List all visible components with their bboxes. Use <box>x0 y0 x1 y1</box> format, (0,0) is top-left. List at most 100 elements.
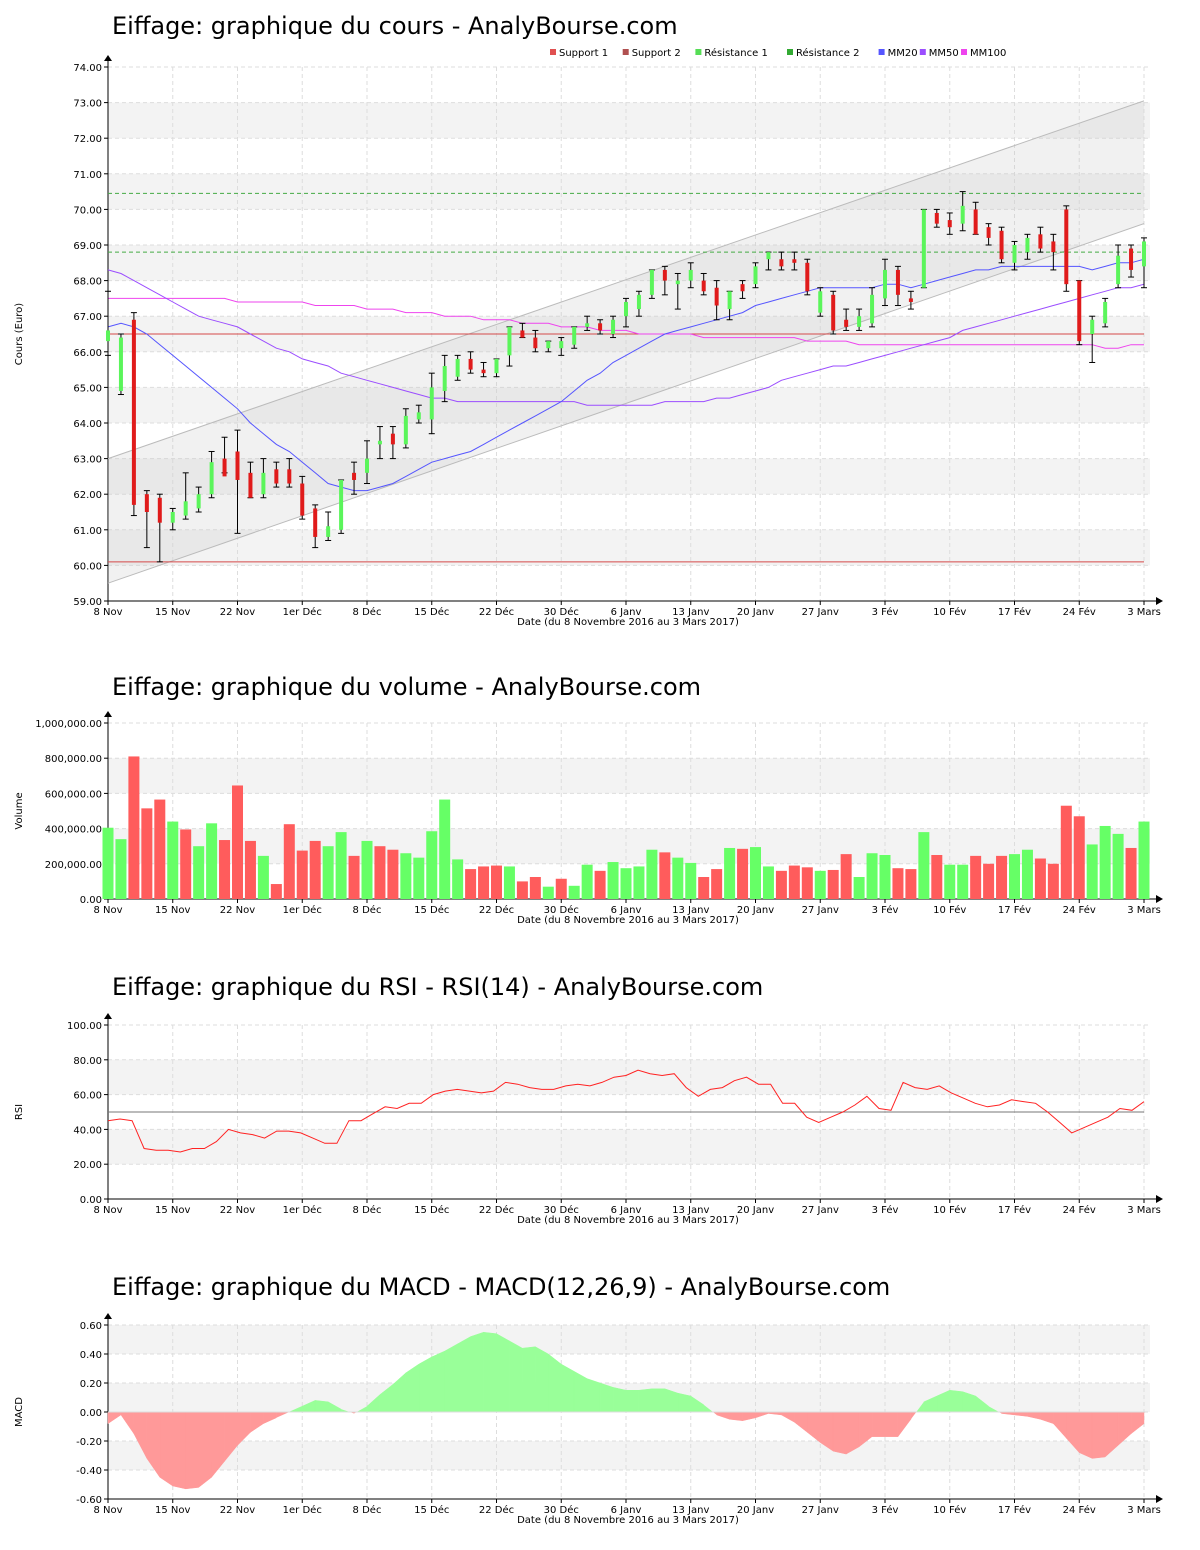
volume-bar <box>892 868 904 899</box>
x-tick-label: 30 Déc <box>544 606 579 618</box>
volume-bar <box>400 853 412 899</box>
y-tick-label: 0.20 <box>80 1379 102 1390</box>
macd-area-segment <box>509 1340 523 1413</box>
candle-body <box>934 212 939 224</box>
macd-area-segment <box>1091 1411 1106 1459</box>
macd-area-segment <box>172 1411 186 1490</box>
y-tick-label: -0.20 <box>76 1437 102 1448</box>
candle-body <box>507 326 512 356</box>
candle-body <box>106 330 110 342</box>
y-tick-label: 64.00 <box>73 419 102 430</box>
y-axis-arrow <box>104 711 112 717</box>
price-chart: 59.00 60.00 61.00 62.00 63.00 64.00 65.00 66.00… <box>14 47 1163 628</box>
legend-label: MM50 <box>929 48 959 59</box>
volume-bar <box>983 863 995 899</box>
x-tick-label: 17 Fév <box>998 1204 1031 1216</box>
candle-body <box>1012 245 1017 263</box>
legend-label: Support 2 <box>632 48 681 59</box>
y-tick-label: 72.00 <box>73 134 102 145</box>
volume-bar <box>232 785 243 899</box>
volume-bar <box>1125 847 1137 899</box>
legend-marker <box>622 49 629 55</box>
macd-area-segment <box>716 1411 730 1420</box>
macd-area-segment <box>356 1406 367 1412</box>
macd-area-segment <box>392 1372 407 1413</box>
volume-bar <box>1034 858 1046 899</box>
candle-body <box>235 451 240 480</box>
x-tick-label: 22 Déc <box>479 904 514 916</box>
y-tick-label: 1,000,000.00 <box>35 719 102 730</box>
candle-body <box>442 366 447 391</box>
grid-band <box>108 1325 1150 1354</box>
candle-body <box>416 412 421 420</box>
candle-body <box>157 497 162 523</box>
volume-bar <box>491 865 502 899</box>
macd-area-segment <box>263 1411 277 1424</box>
volume-bar <box>711 869 723 899</box>
volume-bar <box>970 855 982 899</box>
macd-chart: -0.60 -0.40 -0.20 0.00 0.20 0.40 0.60 8 Nov 15 N… <box>14 1313 1163 1526</box>
x-tick-label: 15 Déc <box>414 606 449 618</box>
candle-body <box>170 512 175 523</box>
y-tick-label: 62.00 <box>73 490 102 501</box>
candle-body <box>287 469 292 484</box>
grid-band <box>108 245 1150 281</box>
volume-bar <box>737 848 749 899</box>
candle-body <box>831 294 836 331</box>
x-tick-label: 3 Mars <box>1127 607 1161 618</box>
y-tick-label: 59.00 <box>73 597 102 608</box>
volume-bar <box>750 847 761 899</box>
candle-body <box>222 458 227 477</box>
macd-area-segment <box>845 1411 860 1455</box>
candle-body <box>1129 248 1134 270</box>
y-tick-label: 63.00 <box>73 455 102 466</box>
y-tick-label: 0.40 <box>80 1350 102 1361</box>
macd-area-segment <box>107 1411 122 1425</box>
volume-bar <box>957 864 969 899</box>
macd-area-segment <box>120 1411 135 1435</box>
volume-bar <box>620 868 632 899</box>
volume-bar <box>672 857 684 899</box>
volume-bar <box>270 884 282 899</box>
y-tick-label: 100.00 <box>67 1021 102 1032</box>
macd-area-segment <box>794 1411 808 1433</box>
macd-area-segment <box>664 1388 679 1413</box>
volume-bar <box>335 832 347 899</box>
macd-area-segment <box>638 1388 653 1413</box>
candle-body <box>999 230 1004 260</box>
x-tick-label: 22 Nov <box>220 607 256 618</box>
candle-body <box>248 472 253 498</box>
x-tick-label: 22 Nov <box>220 1505 256 1516</box>
x-tick-label: 10 Fév <box>933 1204 966 1216</box>
x-tick-label: 15 Déc <box>414 1504 449 1516</box>
y-tick-label: 400,000.00 <box>45 825 102 836</box>
volume-bar <box>918 832 930 899</box>
candle-body <box>779 259 784 267</box>
candle-body <box>365 458 369 473</box>
x-tick-label: 3 Fév <box>872 1204 899 1216</box>
x-axis-arrow <box>1156 1495 1163 1503</box>
macd-area-segment <box>1027 1411 1041 1420</box>
macd-area-segment <box>651 1388 666 1413</box>
x-tick-label: 13 Janv <box>672 607 709 618</box>
candle-body <box>196 494 201 509</box>
price-chart-title: Eiffage: graphique du cours - AnalyBours… <box>112 12 678 40</box>
macd-area-segment <box>729 1411 743 1421</box>
x-tick-label: 1er Déc <box>283 904 322 916</box>
candle-body <box>274 469 279 484</box>
macd-area-segment <box>418 1356 432 1413</box>
candle-body <box>339 479 344 530</box>
x-tick-label: 13 Janv <box>672 905 709 916</box>
volume-bar <box>555 878 567 899</box>
candle-body <box>118 337 123 391</box>
mm50-line <box>107 269 1145 406</box>
macd-area-segment <box>832 1411 847 1455</box>
macd-area-segment <box>916 1401 924 1412</box>
x-axis-arrow <box>1156 597 1163 605</box>
volume-bar <box>724 847 736 899</box>
rsi-line <box>107 1069 1145 1153</box>
candle-body <box>857 316 862 327</box>
y-tick-label: 70.00 <box>73 205 102 216</box>
y-tick-label: -0.40 <box>76 1466 102 1477</box>
candle-body <box>701 280 706 292</box>
